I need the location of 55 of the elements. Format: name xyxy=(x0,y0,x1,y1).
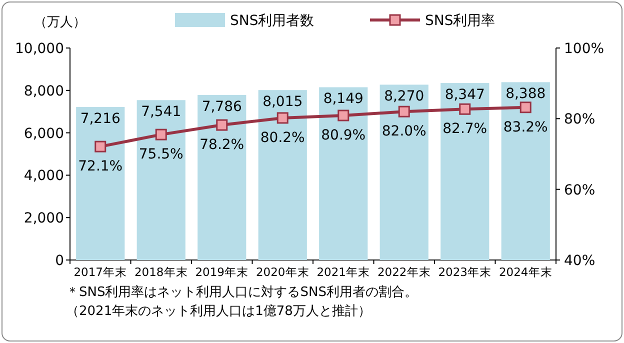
point xyxy=(338,110,350,122)
y2-tick-label: 100% xyxy=(564,41,604,57)
data-label: 8,388 xyxy=(506,86,546,102)
text: ＊SNS利用率はネット利用人口に対するSNS利用者の割合。 xyxy=(66,284,418,300)
legend-label: SNS利用率 xyxy=(425,13,496,29)
bar xyxy=(258,90,307,260)
data-label: 83.2% xyxy=(503,119,548,136)
y-tick-label: 6,000 xyxy=(24,126,64,142)
data-label: 7,541 xyxy=(141,104,182,120)
point xyxy=(459,103,471,115)
x-tick-label: 2024年末 xyxy=(498,265,552,279)
x-tick-label: 2017年末 xyxy=(74,265,128,279)
bar xyxy=(501,82,550,260)
y2-tick-label: 80% xyxy=(564,112,596,128)
point xyxy=(94,140,106,152)
y2-tick-label: 60% xyxy=(564,182,596,198)
x-tick-label: 2020年末 xyxy=(256,265,310,279)
y-tick-label: 8,000 xyxy=(24,83,64,100)
y-tick-label: 10,000 xyxy=(15,41,64,57)
y-tick-label: 0 xyxy=(55,253,64,269)
y-tick-label: 4,000 xyxy=(24,168,64,184)
point xyxy=(276,112,288,124)
point xyxy=(155,128,167,140)
x-tick-label: 2022年末 xyxy=(377,265,431,279)
data-label: 7,216 xyxy=(80,111,120,128)
data-label: 8,015 xyxy=(262,94,303,110)
point xyxy=(216,119,228,131)
data-label: 8,347 xyxy=(444,87,485,104)
y-axis-title: （万人） xyxy=(34,15,86,30)
x-tick-label: 2021年末 xyxy=(316,265,370,279)
data-label: 82.0% xyxy=(382,124,426,140)
data-label: 8,270 xyxy=(384,88,424,105)
x-tick-label: 2023年末 xyxy=(438,265,492,279)
data-label: 7,786 xyxy=(202,98,242,115)
data-label: 78.2% xyxy=(200,137,244,154)
bar xyxy=(319,87,368,260)
bar xyxy=(76,107,125,260)
data-label: 80.2% xyxy=(260,130,305,146)
bar xyxy=(440,83,490,260)
legend-label: SNS利用者数 xyxy=(230,13,314,29)
bar xyxy=(380,84,428,260)
data-label: 80.9% xyxy=(321,127,366,144)
data-label: 82.7% xyxy=(442,121,488,138)
y-tick-label: 2,000 xyxy=(24,210,64,227)
data-label: 75.5% xyxy=(138,146,184,163)
bar xyxy=(198,94,246,260)
point xyxy=(398,106,410,118)
data-label: 8,149 xyxy=(323,91,364,108)
x-tick-label: 2019年末 xyxy=(195,265,249,279)
x-tick-label: 2018年末 xyxy=(134,265,188,279)
text: （2021年末のネット利用人口は1億78万人と推計） xyxy=(66,304,371,319)
point xyxy=(520,102,532,114)
bar xyxy=(136,100,186,260)
data-label: 72.1% xyxy=(78,158,123,175)
y2-tick-label: 40% xyxy=(564,253,596,269)
